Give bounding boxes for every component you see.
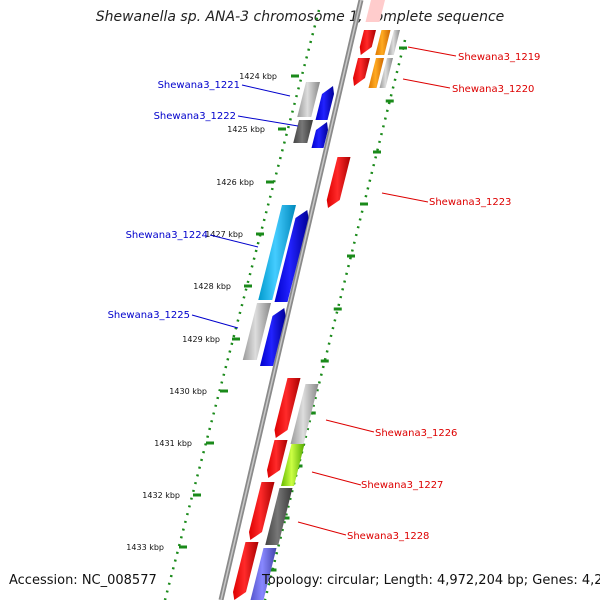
gene-block-top-pink[interactable] bbox=[365, 0, 386, 22]
gene-block-shewana3-1225-gray[interactable] bbox=[242, 303, 271, 360]
backbone-highlight bbox=[220, 0, 362, 600]
accession-text: Accession: NC_008577 bbox=[9, 573, 157, 588]
gene-label-shewana3-1228[interactable]: Shewana3_1228 bbox=[347, 531, 429, 542]
gene-label-shewana3-1224[interactable]: Shewana3_1224 bbox=[126, 230, 208, 241]
gene-block-shewana3-1221-gray[interactable] bbox=[297, 82, 320, 117]
map-title: Shewanella sp. ANA-3 chromosome 1, compl… bbox=[95, 9, 505, 25]
ruler-label-8: 1431 kbp bbox=[154, 439, 192, 448]
ruler-ticks bbox=[179, 46, 407, 572]
genes bbox=[233, 0, 400, 600]
ruler-label-1: 1424 kbp bbox=[239, 72, 277, 81]
ruler-label-3: 1426 kbp bbox=[216, 178, 254, 187]
gene-block-shewana3-1225[interactable] bbox=[260, 308, 286, 366]
ruler-label-7: 1430 kbp bbox=[169, 387, 207, 396]
gene-block-shewana3-1220-orange[interactable] bbox=[368, 58, 385, 88]
gene-block-bottom-red[interactable] bbox=[233, 542, 259, 600]
outer-ruler-left bbox=[163, 9, 321, 600]
outer-ruler-right bbox=[263, 39, 407, 600]
gene-block-shewana3-1226-gray[interactable] bbox=[290, 384, 319, 444]
gene-label-shewana3-1219[interactable]: Shewana3_1219 bbox=[458, 52, 540, 63]
gene-label-shewana3-1227[interactable]: Shewana3_1227 bbox=[361, 480, 443, 491]
gene-block-shewana3-1226[interactable] bbox=[274, 378, 301, 438]
ruler-label-6: 1429 kbp bbox=[182, 335, 220, 344]
gene-block-shewana3-1224-cyan[interactable] bbox=[258, 205, 296, 300]
ruler-label-2: 1425 kbp bbox=[227, 125, 265, 134]
topology-text: Topology: circular; Length: 4,972,204 bp… bbox=[262, 573, 600, 588]
ruler-label-9: 1432 kbp bbox=[142, 491, 180, 500]
gene-block-shewana3-1219-orange[interactable] bbox=[375, 30, 391, 55]
ruler-label-4: 1427 kbp bbox=[205, 230, 243, 239]
gene-block-shewana3-1219-gray[interactable] bbox=[387, 30, 400, 55]
ruler-label-10: 1433 kbp bbox=[126, 543, 164, 552]
gene-block-shewana3-1227[interactable] bbox=[281, 444, 305, 486]
gene-label-shewana3-1226[interactable]: Shewana3_1226 bbox=[375, 428, 457, 439]
gene-block-shewana3-1222[interactable] bbox=[311, 122, 329, 148]
gene-block-bottom-purple[interactable] bbox=[250, 548, 277, 600]
gene-block-shewana3-1220-gray[interactable] bbox=[379, 58, 394, 88]
gene-block-shewana3-1227-red[interactable] bbox=[267, 440, 288, 478]
gene-label-shewana3-1222[interactable]: Shewana3_1222 bbox=[154, 111, 236, 122]
ruler-labels: 1424 kbp 1425 kbp 1426 kbp 1427 kbp 1428 kbp… bbox=[126, 72, 277, 552]
gene-label-shewana3-1223[interactable]: Shewana3_1223 bbox=[429, 197, 511, 208]
gene-block-shewana3-1224[interactable] bbox=[274, 210, 309, 302]
ruler-label-5: 1428 kbp bbox=[193, 282, 231, 291]
gene-block-shewana3-1228[interactable] bbox=[265, 488, 293, 545]
gene-label-shewana3-1220[interactable]: Shewana3_1220 bbox=[452, 84, 534, 95]
gene-label-shewana3-1221[interactable]: Shewana3_1221 bbox=[158, 80, 240, 91]
gene-block-shewana3-1223[interactable] bbox=[326, 157, 351, 208]
gene-block-shewana3-1219[interactable] bbox=[359, 30, 376, 55]
gene-block-shewana3-1222-dark[interactable] bbox=[293, 120, 313, 143]
gene-block-shewana3-1221[interactable] bbox=[315, 86, 335, 120]
gene-label-shewana3-1225[interactable]: Shewana3_1225 bbox=[108, 310, 190, 321]
gene-block-shewana3-1220[interactable] bbox=[353, 58, 370, 86]
gene-block-shewana3-1228-red[interactable] bbox=[249, 482, 275, 540]
label-connectors bbox=[191, 46, 457, 536]
